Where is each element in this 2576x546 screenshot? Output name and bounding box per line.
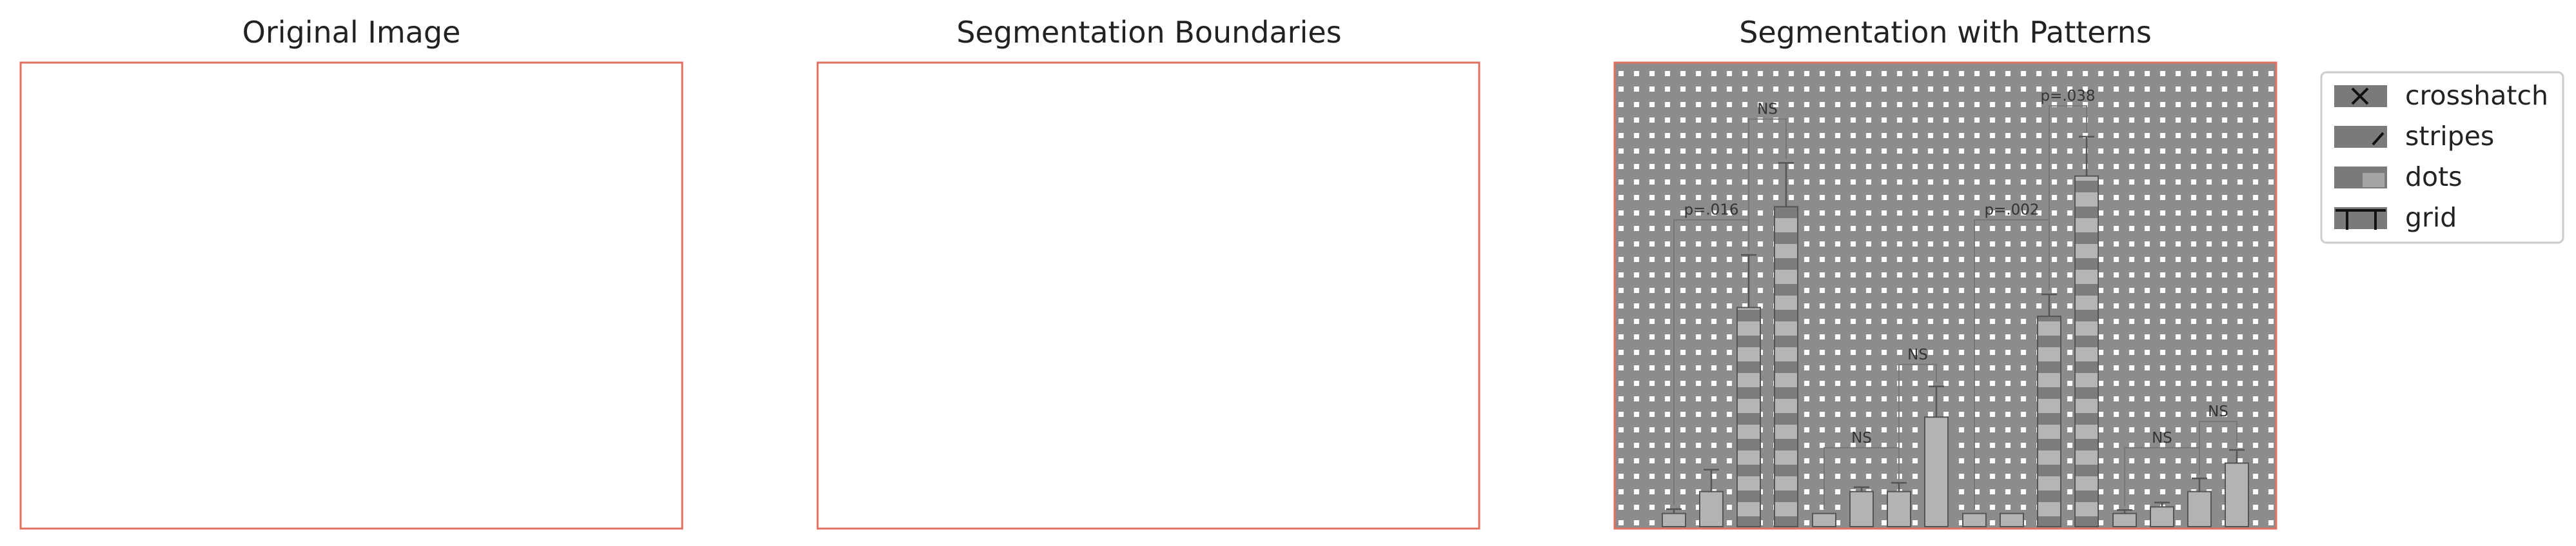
bar	[1774, 206, 1798, 527]
significance-bracket	[1898, 363, 1937, 480]
panel-title-boundaries: Segmentation Boundaries	[956, 15, 1341, 50]
significance-label: p=.038	[2040, 88, 2095, 105]
significance-bracket	[1748, 118, 1787, 252]
dots-swatch-mark	[2363, 173, 2384, 187]
panel-title-patterns: Segmentation with Patterns	[1739, 15, 2152, 50]
significance-label: NS	[1851, 430, 1872, 447]
grid-swatch-mark	[2335, 209, 2386, 230]
significance-bracket	[2199, 421, 2237, 475]
panel-patterns: p=.016 NS NS NS p=.002 p=.038 NS NS	[1613, 61, 2277, 530]
bar	[1849, 490, 1874, 527]
significance-label: NS	[2208, 403, 2228, 420]
bar	[2074, 175, 2099, 527]
significance-label: NS	[1757, 101, 1778, 118]
legend-label: grid	[2405, 202, 2457, 233]
panel-title-original: Original Image	[242, 15, 461, 50]
legend-label: crosshatch	[2405, 80, 2548, 111]
stripes-swatch-mark	[2372, 132, 2384, 146]
significance-label: NS	[1907, 347, 1928, 363]
bar	[2112, 512, 2137, 528]
legend: crosshatch stripes dots grid	[2320, 71, 2564, 244]
bar	[1699, 490, 1724, 527]
crosshatch-swatch-mark	[2351, 87, 2369, 105]
panel-frame	[816, 61, 1480, 530]
bar	[2000, 512, 2024, 528]
legend-item-stripes: stripes	[2334, 121, 2494, 152]
significance-label: p=.002	[1984, 202, 2039, 219]
bar	[1962, 512, 1987, 528]
bar	[2225, 462, 2249, 527]
bar	[1812, 512, 1836, 528]
legend-label: dots	[2405, 161, 2463, 192]
significance-bracket	[2049, 105, 2087, 291]
bar	[1887, 490, 1911, 527]
significance-label: NS	[2152, 430, 2172, 447]
legend-label: stripes	[2405, 121, 2494, 152]
bar	[1662, 512, 1686, 528]
panel-frame	[19, 61, 683, 530]
legend-item-grid: grid	[2334, 202, 2457, 233]
bar	[1736, 307, 1761, 527]
bar	[1924, 416, 1949, 527]
legend-box	[2320, 71, 2564, 244]
bar	[2037, 316, 2061, 527]
legend-item-crosshatch: crosshatch	[2334, 80, 2548, 111]
bar	[2187, 490, 2212, 527]
legend-item-dots: dots	[2334, 161, 2463, 192]
significance-label: p=.016	[1684, 202, 1738, 219]
bar	[2150, 506, 2174, 528]
panel-frame	[1613, 61, 2277, 530]
